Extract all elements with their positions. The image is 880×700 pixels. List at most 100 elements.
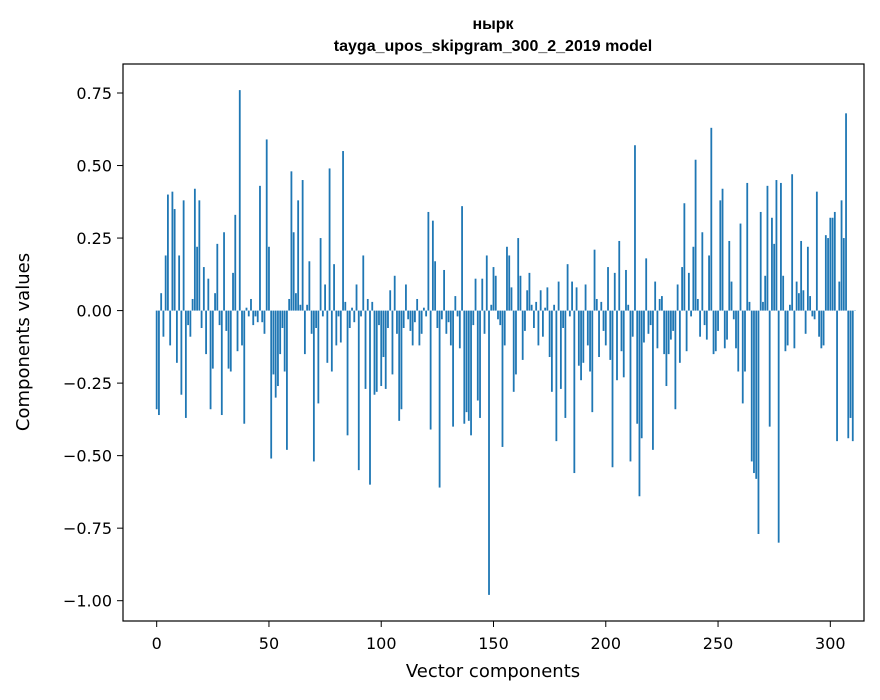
bar [324,284,326,310]
bar [376,311,378,392]
bar [331,311,333,372]
bar [814,311,816,320]
bar [717,311,719,331]
bar [454,296,456,311]
bar [313,311,315,462]
y-tick-label: 0.00 [76,302,112,321]
bar [475,279,477,311]
bar [477,311,479,401]
bar [529,273,531,311]
bar [632,311,634,337]
bar [306,305,308,311]
bar [746,183,748,311]
bar [827,238,829,311]
bar [800,241,802,311]
bar [371,302,373,311]
bar [544,308,546,311]
bar [169,311,171,346]
bar [356,284,358,310]
bar [695,160,697,311]
bar [369,311,371,485]
bar [374,311,376,395]
x-tick-label: 50 [259,634,279,653]
bar [463,311,465,424]
bar [845,113,847,310]
bar [329,168,331,310]
bar [753,311,755,473]
bar [697,299,699,311]
x-tick-label: 300 [815,634,846,653]
bar [764,276,766,311]
bar [596,299,598,311]
bar [288,299,290,311]
x-axis-label: Vector components [406,661,580,682]
bar [679,311,681,363]
bar [275,311,277,398]
bar [239,90,241,310]
bar [322,311,324,317]
bar [580,311,582,381]
bar [210,311,212,410]
y-axis-label: Components values [13,253,34,431]
bar [594,250,596,311]
bar [163,311,165,337]
bar [823,311,825,346]
bar [531,305,533,311]
bar [607,267,609,311]
bar [304,311,306,355]
bar [412,311,414,346]
bar [805,311,807,334]
bar [203,267,205,311]
x-tick-label: 150 [478,634,509,653]
bar [758,311,760,534]
bar [326,311,328,363]
bar [351,308,353,311]
bar [486,255,488,310]
bar [742,311,744,404]
bar [526,290,528,310]
bar [237,311,239,352]
bar [686,311,688,352]
bar [225,311,227,331]
bar [470,311,472,436]
bar [573,311,575,473]
bar [223,232,225,310]
bar [612,311,614,468]
bar [506,247,508,311]
bar [562,311,564,328]
y-tick-label: 0.50 [76,157,112,176]
bar [273,311,275,375]
bar [342,151,344,311]
bar [681,267,683,311]
bar [798,293,800,310]
bar [196,247,198,311]
bar [284,311,286,372]
bar [719,200,721,310]
bar [443,270,445,311]
bar [212,311,214,369]
bar [643,311,645,343]
bar [639,311,641,497]
bar [445,311,447,334]
bar [201,311,203,328]
bar [558,282,560,311]
bar [410,311,412,331]
bar [396,311,398,334]
bar [625,270,627,311]
bar [825,235,827,310]
bar [504,311,506,346]
bar [230,311,232,372]
bar [760,212,762,311]
bar [250,299,252,311]
bar [652,311,654,450]
bar [214,293,216,310]
bar [180,311,182,395]
bar [811,311,813,317]
bar [484,311,486,334]
bar [767,186,769,311]
bar [657,311,659,349]
bar [755,311,757,479]
bar [567,264,569,310]
bar [524,311,526,331]
